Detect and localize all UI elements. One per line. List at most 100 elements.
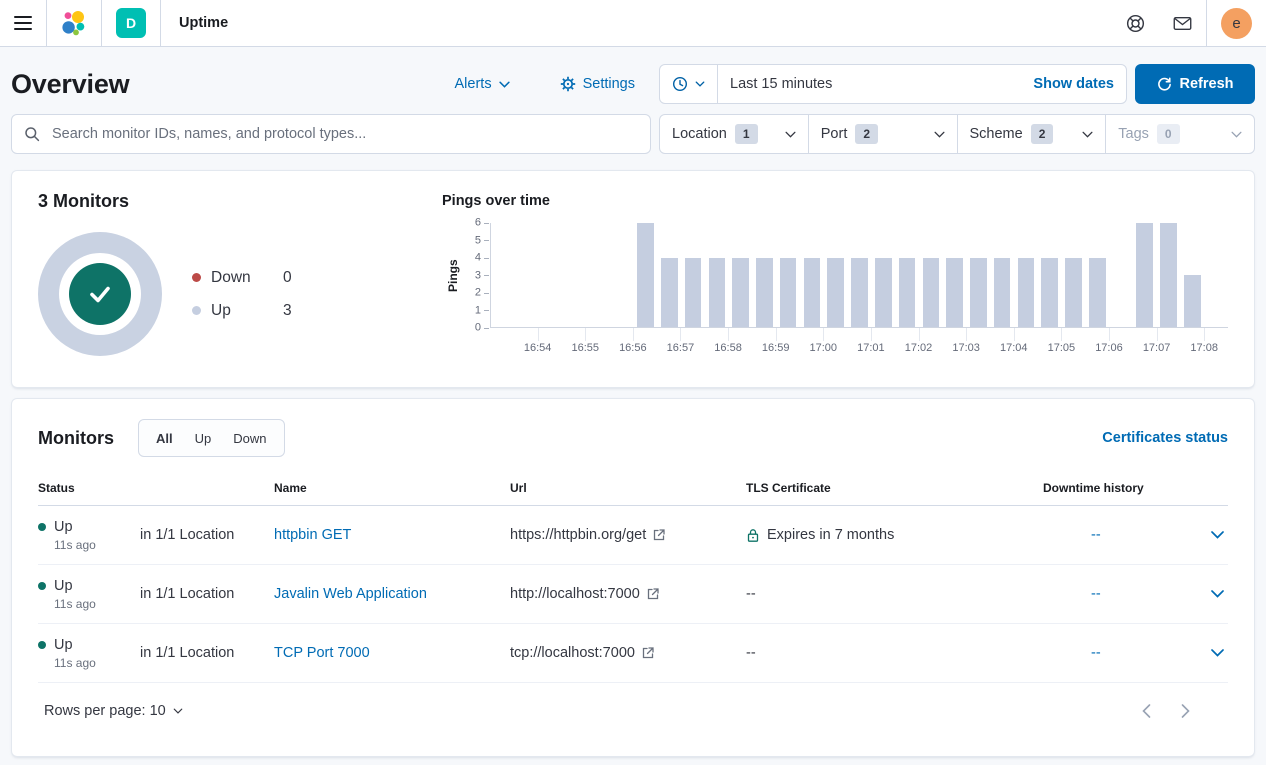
chart-bar <box>1160 223 1177 327</box>
downtime-history-value[interactable]: -- <box>1091 645 1101 661</box>
chart-bar <box>637 223 654 327</box>
table-header: Status Name Url TLS Certificate Downtime… <box>38 481 1228 506</box>
legend-value: 3 <box>283 301 292 319</box>
elastic-logo[interactable] <box>46 0 101 46</box>
avatar[interactable]: e <box>1221 7 1252 39</box>
status-up-dot <box>38 581 46 590</box>
monitor-last-check: 11s ago <box>54 655 96 670</box>
external-link-icon[interactable] <box>653 529 665 541</box>
chart-bar <box>827 257 845 327</box>
alerts-menu-button[interactable]: Alerts <box>449 75 516 93</box>
external-link-icon[interactable] <box>642 647 654 659</box>
filter-location[interactable]: Location 1 <box>660 115 808 153</box>
expand-row-chevron-icon[interactable] <box>1207 527 1228 543</box>
chevron-down-icon <box>933 131 945 138</box>
monitor-name-link[interactable]: Javalin Web Application <box>274 586 427 602</box>
monitors-donut-chart <box>38 232 162 356</box>
clock-icon <box>672 76 688 92</box>
monitors-table: Up 11s ago in 1/1 Location httpbin GET h… <box>38 506 1228 683</box>
page-title: Overview <box>11 68 130 99</box>
table-row: Up 11s ago in 1/1 Location TCP Port 7000… <box>38 624 1228 683</box>
chevron-left-icon[interactable] <box>1138 700 1155 722</box>
snapshot-panel: 3 Monitors Down 0 Up 3 Pings over time <box>11 170 1255 388</box>
help-icon[interactable] <box>1112 0 1159 46</box>
status-up-dot <box>38 640 46 649</box>
mail-icon[interactable] <box>1159 0 1206 46</box>
filter-port[interactable]: Port 2 <box>807 115 957 153</box>
chevron-right-icon[interactable] <box>1177 700 1194 722</box>
legend-label: Up <box>211 301 231 319</box>
expand-row-chevron-icon[interactable] <box>1207 586 1228 602</box>
filter-group: Location 1 Port 2 Scheme 2 Tags 0 <box>659 114 1255 154</box>
quick-select-button[interactable] <box>660 65 718 103</box>
chevron-down-icon <box>785 131 796 138</box>
refresh-label: Refresh <box>1179 76 1234 92</box>
alerts-label: Alerts <box>454 76 492 92</box>
tab-down[interactable]: Down <box>222 431 277 446</box>
chart-bar <box>1088 257 1106 327</box>
expand-row-chevron-icon[interactable] <box>1207 645 1228 661</box>
tab-up[interactable]: Up <box>184 431 223 446</box>
filter-count-badge: 0 <box>1156 124 1180 144</box>
settings-button[interactable]: Settings <box>554 75 641 93</box>
user-menu[interactable]: e <box>1206 0 1266 46</box>
status-filter-tabs: All Up Down <box>138 419 285 457</box>
menu-icon[interactable] <box>0 0 46 46</box>
monitor-location: in 1/1 Location <box>140 586 235 602</box>
monitor-tls-value: -- <box>746 586 756 602</box>
chart-bar <box>660 257 678 327</box>
monitor-tls-value: Expires in 7 months <box>767 527 895 543</box>
search-input[interactable] <box>50 125 638 143</box>
chart-bar <box>851 257 868 327</box>
legend-dot <box>192 306 201 315</box>
time-picker: Last 15 minutes Show dates <box>659 64 1127 104</box>
chevron-down-icon <box>498 81 510 88</box>
chart-bar <box>898 257 916 327</box>
filter-scheme[interactable]: Scheme 2 <box>956 115 1106 153</box>
tab-all[interactable]: All <box>145 431 184 446</box>
refresh-button[interactable]: Refresh <box>1135 64 1255 104</box>
refresh-icon <box>1157 77 1171 90</box>
chart-bar <box>779 257 797 327</box>
settings-label: Settings <box>582 76 635 92</box>
monitor-name-link[interactable]: httpbin GET <box>274 527 352 543</box>
external-link-icon[interactable] <box>647 588 659 600</box>
time-range-value[interactable]: Last 15 minutes <box>730 76 833 92</box>
chart-bar <box>1136 223 1154 327</box>
monitor-status: Up <box>54 518 73 535</box>
rows-per-page-label: Rows per page: 10 <box>44 703 166 719</box>
chart-bar <box>803 257 821 327</box>
chart-bar <box>970 257 987 327</box>
monitors-title: Monitors <box>38 427 114 448</box>
monitors-panel: Monitors All Up Down Certificates status S… <box>11 398 1255 757</box>
monitor-name-link[interactable]: TCP Port 7000 <box>274 645 370 661</box>
show-dates-link[interactable]: Show dates <box>1033 76 1114 92</box>
breadcrumb: Uptime <box>179 15 229 31</box>
space-badge[interactable]: D <box>116 8 146 38</box>
downtime-history-value[interactable]: -- <box>1091 527 1101 543</box>
legend-value: 0 <box>283 268 292 286</box>
chart-plot-area[interactable] <box>490 223 1228 328</box>
chart-bar <box>1017 257 1035 327</box>
legend-item: Up 3 <box>192 302 292 320</box>
table-row: Up 11s ago in 1/1 Location Javalin Web A… <box>38 565 1228 624</box>
rows-per-page-button[interactable]: Rows per page: 10 <box>38 702 189 720</box>
legend-label: Down <box>211 268 251 286</box>
certificates-status-link[interactable]: Certificates status <box>1102 430 1228 446</box>
monitor-last-check: 11s ago <box>54 596 96 611</box>
filter-tags[interactable]: Tags 0 <box>1105 115 1254 153</box>
filter-label: Scheme <box>969 126 1023 142</box>
filter-count-badge: 2 <box>1030 124 1054 144</box>
chevron-down-icon <box>173 708 183 714</box>
lock-icon <box>747 528 759 542</box>
status-up-dot <box>38 522 46 531</box>
chart-bar <box>874 257 892 327</box>
space-switcher[interactable]: D <box>101 0 160 46</box>
chart-bar <box>993 257 1011 327</box>
downtime-history-value[interactable]: -- <box>1091 586 1101 602</box>
kibana-header: D Uptime e <box>0 0 1266 47</box>
monitor-url: tcp://localhost:7000 <box>510 645 635 661</box>
chart-bar <box>1184 275 1201 327</box>
monitor-status: Up <box>54 636 73 653</box>
